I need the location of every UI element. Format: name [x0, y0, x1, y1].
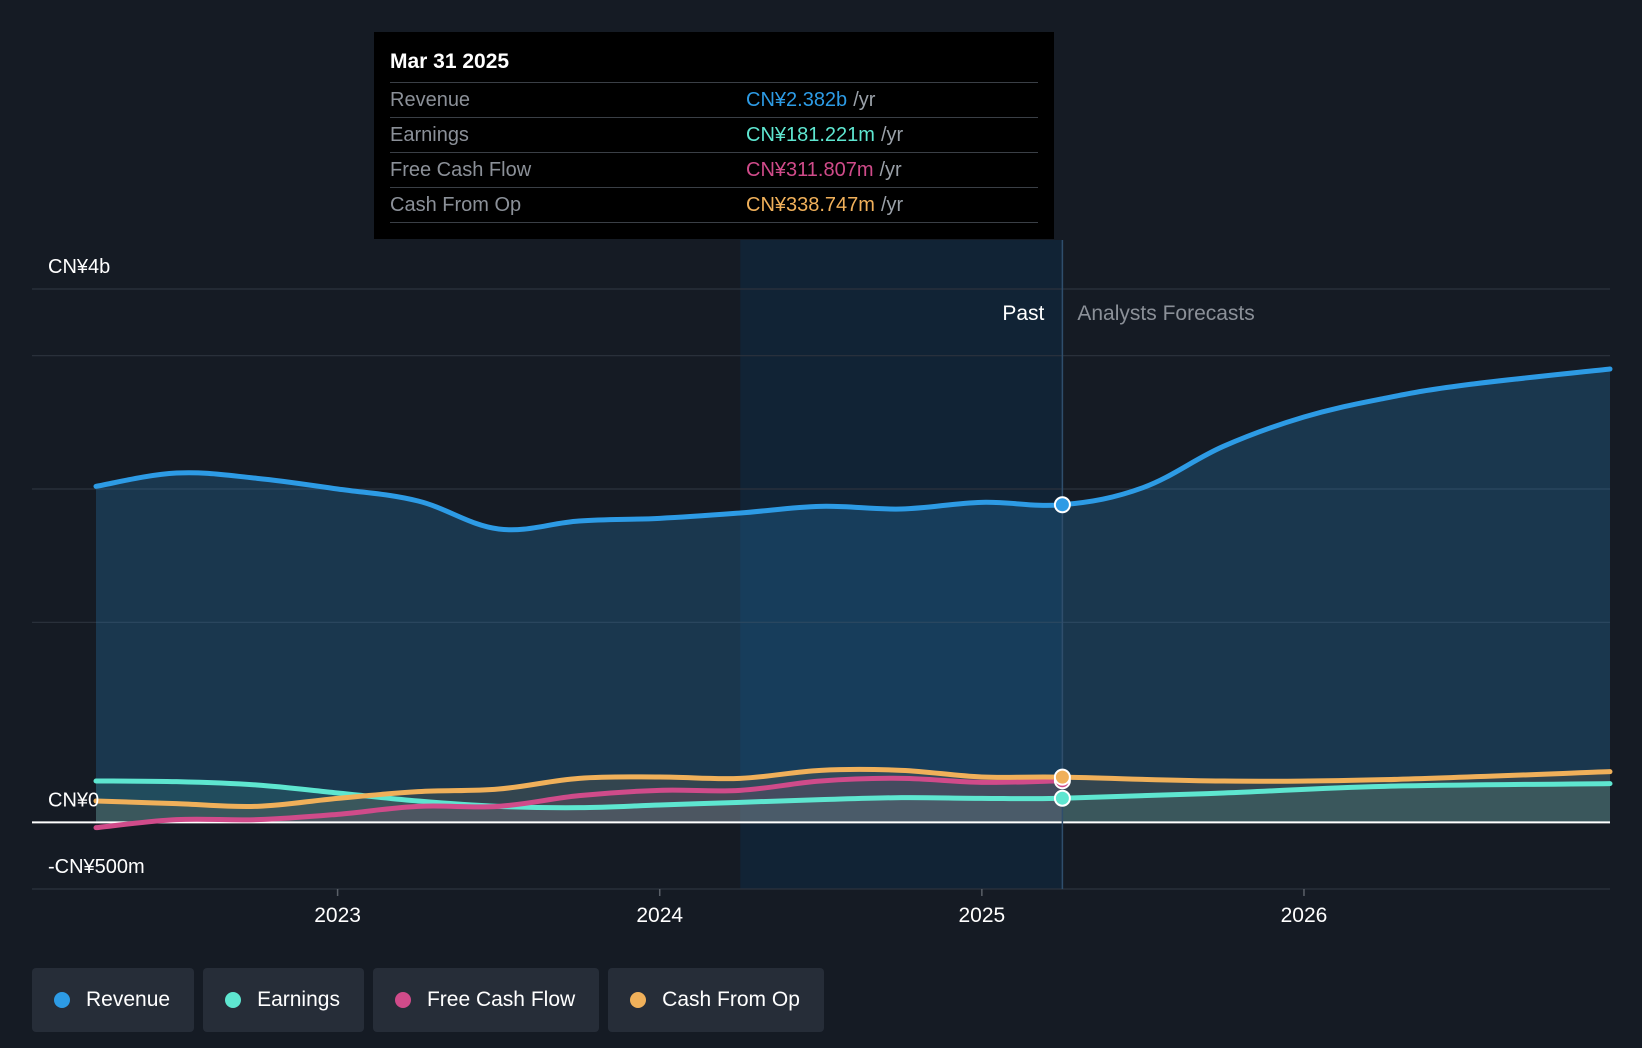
revenue-area	[96, 369, 1610, 823]
free-cash-flow-dot-icon	[394, 992, 411, 1008]
past-label: Past	[1002, 302, 1044, 325]
cash-from-op-marker	[1053, 768, 1071, 786]
tooltip-label: Earnings	[390, 124, 469, 146]
y-tick-label: CN¥4b	[48, 256, 110, 278]
tooltip-unit: /yr	[880, 194, 904, 216]
tooltip-row-free-cash-flow: Free Cash Flow CN¥311.807m /yr	[390, 152, 1038, 187]
legend: Revenue Earnings Free Cash Flow Cash Fro…	[32, 968, 824, 1032]
tooltip-row-earnings: Earnings CN¥181.221m /yr	[390, 117, 1038, 152]
x-axis-labels: 2023 2024 2025 2026	[314, 889, 1327, 927]
gridlines	[32, 288, 1610, 890]
tooltip-value: CN¥338.747m	[746, 194, 875, 216]
legend-item-earnings[interactable]: Earnings	[203, 968, 364, 1032]
legend-label: Free Cash Flow	[426, 988, 576, 1011]
x-tick-label: 2026	[1281, 904, 1328, 927]
x-tick-label: 2024	[636, 904, 683, 927]
earnings-line	[93, 778, 1613, 811]
earnings-marker	[1053, 789, 1071, 807]
tooltip-markers	[1053, 496, 1071, 807]
y-axis-labels: CN¥4b CN¥0 -CN¥500m	[48, 256, 145, 878]
tooltip-unit: /yr	[880, 124, 904, 146]
earnings-area	[96, 781, 1610, 823]
tooltip-label: Free Cash Flow	[390, 159, 532, 181]
y-tick-label: CN¥0	[48, 789, 99, 811]
x-tick-label: 2023	[314, 904, 361, 927]
tooltip-row-cash-from-op: Cash From Op CN¥338.747m /yr	[390, 187, 1038, 223]
legend-item-revenue[interactable]: Revenue	[32, 968, 195, 1032]
legend-item-free-cash-flow[interactable]: Free Cash Flow	[372, 968, 600, 1032]
legend-label: Earnings	[257, 988, 340, 1011]
tooltip-date: Mar 31 2025	[390, 50, 510, 73]
legend-label: Revenue	[86, 988, 171, 1011]
revenue-marker	[1053, 496, 1071, 514]
revenue-dot-icon	[54, 992, 70, 1008]
x-tick-label: 2025	[958, 904, 1005, 927]
tooltip-unit: /yr	[879, 159, 902, 181]
tooltip-value: CN¥311.807m	[746, 159, 874, 181]
tooltip-unit: /yr	[853, 89, 876, 111]
tooltip-label: Revenue	[390, 89, 471, 111]
cash-from-op-line	[93, 766, 1613, 810]
y-tick-label: -CN¥500m	[48, 856, 145, 878]
earnings-dot-icon	[225, 992, 242, 1008]
tooltip-label: Cash From Op	[390, 194, 522, 216]
series-lines	[93, 366, 1613, 831]
free-cash-flow-line	[93, 775, 1065, 831]
tooltip-value: CN¥2.382b	[746, 89, 848, 111]
tooltip-value: CN¥181.221m	[746, 124, 875, 146]
legend-label: Cash From Op	[662, 988, 800, 1011]
cash-from-op-dot-icon	[630, 992, 647, 1008]
tooltip: Mar 31 2025 Revenue CN¥2.382b /yr Earnin…	[374, 32, 1054, 239]
revenue-line	[93, 366, 1613, 533]
tooltip-row-revenue: Revenue CN¥2.382b /yr	[390, 82, 1038, 117]
forecast-label: Analysts Forecasts	[1077, 302, 1254, 325]
legend-item-cash-from-op[interactable]: Cash From Op	[608, 968, 824, 1032]
